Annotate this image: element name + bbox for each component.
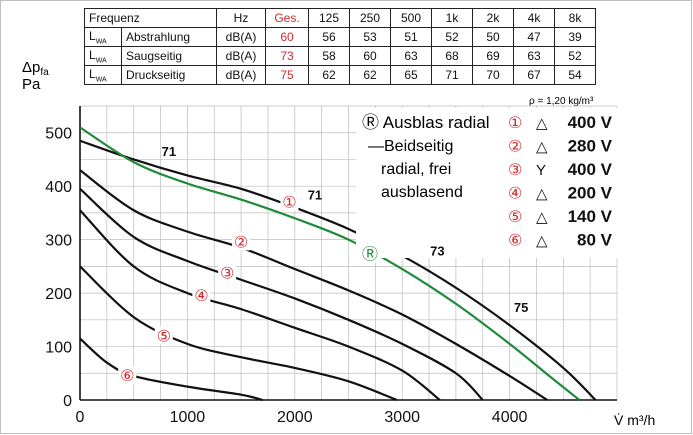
x-tick-label: 3000: [384, 409, 420, 426]
curve-marker: ①: [282, 194, 296, 211]
table-row: LWA Saugseitig dB(A) 73 58 60 63 68 69 6…: [84, 46, 596, 66]
lwa-label: LWA: [84, 65, 122, 85]
lwa-label: LWA: [84, 27, 122, 47]
header-band: 500: [390, 8, 432, 28]
y-tick-label: 400: [45, 179, 72, 196]
y-tick-label: 300: [45, 233, 72, 250]
curve-marker: ⑥: [120, 368, 134, 385]
y-tick-label: 100: [45, 340, 72, 357]
legend-symbol: △: [536, 115, 548, 132]
row-label: Druckseitig: [121, 65, 217, 85]
legend-voltage: 140 V: [568, 207, 613, 226]
y-tick-label: 200: [45, 286, 72, 303]
curve-marker-bg: [192, 285, 211, 304]
x-tick-label: 4000: [492, 409, 528, 426]
curve-marker-bg: [118, 366, 137, 385]
curve-marker: ⑤: [157, 328, 171, 345]
x-tick-label: 1000: [170, 409, 206, 426]
row-value: 71: [431, 65, 473, 85]
row-value: 54: [554, 65, 596, 85]
row-value: 63: [513, 46, 555, 66]
legend-black-label-line: —Beidseitig: [368, 138, 453, 155]
legend-black-label-line: ausblasend: [381, 184, 463, 201]
curve-2: [79, 169, 548, 401]
row-unit: dB(A): [216, 27, 266, 47]
curve-marker-bg: [360, 244, 379, 263]
density-note: ρ = 1,20 kg/m³: [529, 96, 594, 107]
legend-marker: ⑥: [508, 233, 522, 250]
x-tick-label: 2000: [277, 409, 313, 426]
curve-R: [79, 126, 581, 401]
row-value: 52: [431, 27, 473, 47]
row-total: 75: [265, 65, 309, 85]
legend-marker: ③: [508, 162, 522, 179]
legend-black-label-line: radial, frei: [381, 161, 451, 178]
legend-background: [356, 108, 618, 258]
header-band: 250: [349, 8, 391, 28]
legend-symbol: Y: [536, 162, 546, 179]
curve-annotation: 73: [430, 244, 444, 259]
legend-voltage: 400 V: [568, 160, 613, 179]
curve-annotation: 75: [514, 300, 528, 315]
curve-marker-bg: [232, 232, 251, 251]
legend-green-label: Ⓡ Ausblas radial: [362, 113, 490, 132]
legend-voltage: 280 V: [568, 137, 613, 156]
curve-annotation: 71: [308, 188, 322, 203]
legend-symbol: △: [536, 233, 548, 250]
legend-marker: ①: [508, 115, 522, 132]
row-value: 69: [472, 46, 514, 66]
curve-markers: ① ②③④ ⑤ ⑥ Ⓡ: [118, 192, 379, 385]
row-value: 50: [472, 27, 514, 47]
y-axis-label: Δpfa: [22, 59, 49, 78]
x-axis-label: V̇ m³/h: [614, 412, 655, 428]
curve-marker: ②: [234, 234, 248, 251]
header-band: 8k: [554, 8, 596, 28]
legend-voltage: 400 V: [568, 113, 613, 132]
row-value: 62: [349, 65, 391, 85]
legend-symbol: △: [536, 139, 548, 156]
table-row: LWA Druckseitig dB(A) 75 62 62 65 71 70 …: [84, 65, 596, 85]
legend-voltage: 200 V: [568, 184, 613, 203]
legend-marker: ④: [508, 186, 522, 203]
curve-marker-bg: [280, 192, 299, 211]
legend: Ⓡ Ausblas radial —Beidseitig radial, fre…: [362, 113, 613, 250]
curve-marker-bg: [154, 326, 173, 345]
curve-4: [79, 209, 441, 401]
x-tick-label: 0: [76, 409, 85, 426]
row-unit: dB(A): [216, 65, 266, 85]
curve-marker: ④: [194, 288, 208, 305]
y-axis-unit: Pa: [22, 76, 41, 93]
curve-marker: ③: [220, 265, 234, 282]
curve-5: [79, 265, 398, 402]
curve-marker: Ⓡ: [362, 246, 378, 264]
legend-voltage: 80 V: [577, 231, 613, 250]
legend-marker: ⑤: [508, 209, 522, 226]
row-value: 58: [308, 46, 350, 66]
row-label: Abstrahlung: [121, 27, 217, 47]
curves: [79, 126, 597, 402]
row-value: 51: [390, 27, 432, 47]
table-header-row: Frequenz Hz Ges. 125 250 500 1k 2k 4k 8k: [84, 8, 596, 28]
curve-3: [79, 188, 484, 401]
legend-symbol: △: [536, 186, 548, 203]
row-value: 62: [308, 65, 350, 85]
table-row: LWA Abstrahlung dB(A) 60 56 53 51 52 50 …: [84, 27, 596, 47]
legend-symbol: △: [536, 209, 548, 226]
curve-annotation: 71: [162, 144, 176, 159]
curve-annotations: 71 71 73 75: [162, 144, 529, 315]
y-tick-label: 500: [45, 126, 72, 143]
legend-marker: ②: [508, 139, 522, 156]
row-value: 63: [390, 46, 432, 66]
row-value: 39: [554, 27, 596, 47]
header-hz: Hz: [216, 8, 266, 28]
sound-power-table: Frequenz Hz Ges. 125 250 500 1k 2k 4k 8k…: [84, 8, 596, 85]
y-tick-label: 0: [63, 393, 72, 410]
axes: [79, 106, 617, 401]
tick-labels: 0 1000 2000 3000 4000 0 100 200 300 400 500: [45, 126, 527, 426]
curve-6: [79, 337, 263, 402]
curve-1: [79, 139, 597, 401]
curve-marker-bg: [218, 263, 237, 282]
